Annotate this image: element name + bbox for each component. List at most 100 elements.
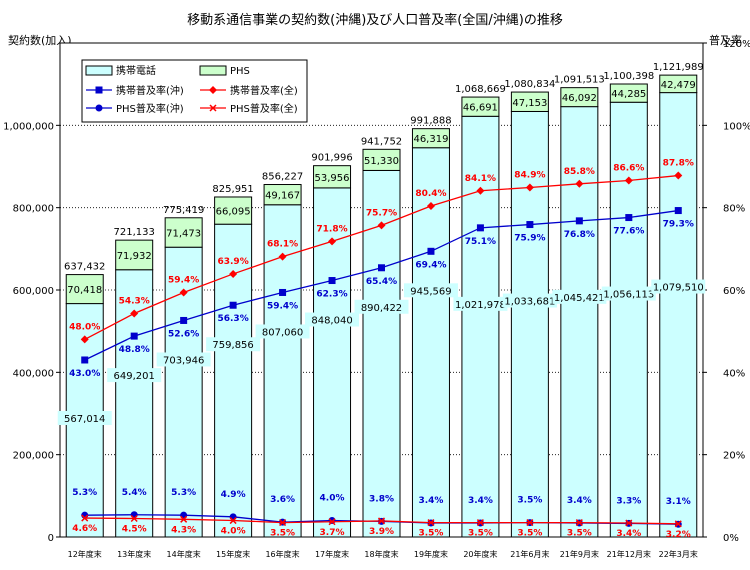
line-phs-national-label: 3.5% — [418, 529, 443, 539]
bar-phs-label: 71,932 — [117, 251, 152, 262]
bar-phs — [560, 87, 599, 108]
bar-phs-label: 70,418 — [67, 285, 102, 296]
line-phs-national-point — [229, 517, 237, 525]
legend-mobile-national-label: 携帯普及率(全) — [230, 84, 298, 97]
bar-phs — [510, 91, 549, 112]
y-tick-label: 400,000 — [13, 368, 54, 379]
line-phs-national-point — [377, 517, 386, 525]
bar-phs — [65, 274, 104, 305]
bar-total-label: 775,419 — [163, 205, 204, 216]
bar-phs-label: 71,473 — [166, 228, 201, 239]
line-mobile-okinawa-point — [625, 214, 633, 222]
y-tick-label: 600,000 — [13, 286, 54, 297]
x-tick-label: 12年度末 — [68, 549, 102, 559]
bar-total-label: 856,227 — [262, 172, 303, 183]
line-mobile-national-point — [179, 288, 188, 297]
line-mobile-national-point — [377, 221, 386, 230]
line-phs-national-label: 3.5% — [567, 529, 592, 539]
bar-total-label: 825,951 — [212, 184, 253, 195]
line-mobile-national-label: 85.8% — [564, 167, 595, 177]
legend-phs-national-label: PHS普及率(全) — [230, 102, 298, 115]
line-mobile-okinawa-point — [427, 247, 435, 255]
bar-mobile — [411, 147, 450, 538]
line-phs-okinawa-label: 3.6% — [270, 495, 295, 505]
line-mobile-okinawa-label: 56.3% — [217, 314, 248, 324]
line-mobile-national-label: 84.1% — [465, 174, 496, 184]
line-phs-national-point — [279, 519, 287, 527]
bar-mobile-label-bg — [552, 289, 607, 304]
line-phs-okinawa-label: 3.4% — [468, 496, 493, 506]
line-phs-okinawa-label: 5.3% — [72, 488, 97, 498]
bar-mobile — [313, 187, 352, 538]
bar-mobile — [461, 115, 500, 538]
legend-phs-national-marker — [209, 104, 217, 112]
bar-mobile-label: 945,569 — [410, 286, 451, 297]
line-mobile-national-point — [575, 179, 584, 188]
bar-total-label: 1,080,834 — [504, 79, 555, 90]
bar-total-label: 721,133 — [114, 227, 155, 238]
x-tick-label: 18年度末 — [364, 549, 398, 559]
line-mobile-national-label: 71.8% — [316, 224, 347, 234]
line-phs-national-label: 3.7% — [320, 528, 345, 538]
bar-mobile-label-bg — [403, 283, 458, 298]
line-mobile-okinawa-label: 48.8% — [119, 345, 150, 355]
bar-total-label: 941,752 — [361, 136, 402, 147]
line-phs-okinawa-point — [130, 511, 138, 519]
y2-axis-label: 普及率 — [709, 33, 742, 47]
bar-mobile-label: 890,422 — [361, 303, 402, 314]
y2-tick-label: 40% — [723, 368, 745, 379]
legend-mobile-okinawa-marker — [95, 86, 103, 94]
line-phs-okinawa-label: 3.8% — [369, 494, 394, 504]
line-mobile-national-point — [426, 202, 435, 211]
bar-mobile-label-bg — [601, 286, 656, 301]
x-tick-label: 16年度末 — [265, 549, 299, 559]
y-tick-label: 800,000 — [13, 204, 54, 215]
line-phs-national-point — [328, 518, 336, 526]
line-mobile-national-label: 86.6% — [613, 163, 644, 173]
bar-total-label: 1,100,398 — [603, 71, 654, 82]
bar-mobile-label-bg — [156, 352, 211, 367]
legend-label-mobile: 携帯電話 — [116, 64, 156, 77]
legend-swatch-mobile — [85, 65, 113, 76]
line-mobile-okinawa-label: 76.8% — [564, 230, 595, 240]
line-mobile-okinawa-label: 65.4% — [366, 277, 397, 287]
bar-phs-label: 42,479 — [661, 80, 696, 91]
y-tick-label: 200,000 — [13, 451, 54, 462]
line-mobile-okinawa-label: 62.3% — [316, 290, 347, 300]
bar-total-label: 1,068,669 — [455, 84, 506, 95]
line-phs-national-point — [476, 519, 484, 527]
line-phs-okinawa-point — [229, 513, 237, 521]
bar-mobile-label-bg — [502, 293, 557, 308]
bar-phs — [362, 148, 401, 171]
line-phs-okinawa-label: 4.0% — [320, 494, 345, 504]
bar-phs-label: 49,167 — [265, 191, 300, 202]
bar-phs-label: 53,956 — [315, 173, 350, 184]
line-mobile-national-point — [130, 309, 139, 318]
bar-total-label: 1,121,989 — [653, 62, 704, 73]
line-phs-national-label: 3.5% — [517, 529, 542, 539]
bar-mobile-label-bg — [305, 312, 360, 327]
line-mobile-okinawa-point — [526, 221, 534, 229]
bar-phs — [461, 96, 500, 117]
bar-phs — [263, 184, 302, 206]
line-mobile-national-point — [229, 269, 238, 278]
line-phs-national-point — [130, 514, 138, 523]
line-mobile-okinawa-label: 75.9% — [514, 234, 545, 244]
line-mobile-national-point — [525, 183, 534, 192]
bar-phs-label: 66,095 — [216, 207, 251, 218]
line-mobile-national-point — [328, 237, 337, 246]
line-mobile-okinawa-label: 52.6% — [168, 329, 199, 339]
line-phs-national-label: 3.5% — [270, 529, 295, 539]
line-phs-okinawa-label: 5.3% — [171, 488, 196, 498]
line-mobile-national-label: 63.9% — [217, 257, 248, 267]
bar-mobile-label: 1,045,421 — [554, 293, 605, 304]
bar-total-label: 637,432 — [64, 262, 105, 273]
line-mobile-national-point — [624, 176, 633, 185]
line-phs-national-label: 3.9% — [369, 527, 394, 537]
x-tick-label: 15年度末 — [216, 549, 250, 559]
line-mobile-okinawa-label: 75.1% — [465, 237, 496, 247]
x-tick-label: 19年度末 — [414, 549, 448, 559]
y2-tick-label: 20% — [723, 451, 745, 462]
bar-phs-label: 44,285 — [611, 89, 646, 100]
